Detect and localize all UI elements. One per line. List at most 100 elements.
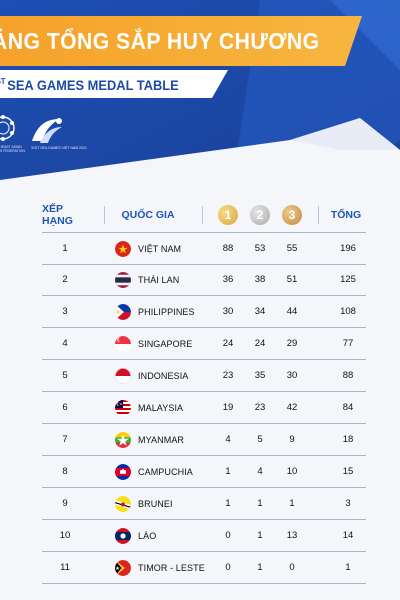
bronze-cell: 44 bbox=[286, 306, 298, 317]
total-cell: 14 bbox=[342, 530, 354, 541]
rank-cell: 8 bbox=[62, 466, 68, 477]
country-cell: VIỆT NAM bbox=[138, 243, 182, 254]
bronze-cell: 9 bbox=[289, 434, 295, 445]
silver-medal-icon: 2 bbox=[250, 205, 270, 225]
asean-games-logo-icon bbox=[0, 115, 15, 141]
header-total: TỔNG bbox=[330, 209, 362, 221]
rank-cell: 11 bbox=[60, 562, 70, 573]
country-cell: INDONESIA bbox=[138, 370, 189, 381]
table-row: 11 TIMOR - LESTE 0 1 0 1 bbox=[42, 552, 366, 584]
table-row: 4 SINGAPORE 24 24 29 77 bbox=[42, 328, 366, 360]
gold-cell: 24 bbox=[222, 338, 234, 349]
rank-cell: 10 bbox=[59, 530, 71, 541]
gold-cell: 0 bbox=[225, 530, 231, 541]
gold-cell: 88 bbox=[222, 243, 234, 254]
asean-logo-text: SOUTHEAST ASIAN GAMES FEDERATION bbox=[0, 145, 25, 153]
country-cell: PHILIPPINES bbox=[138, 306, 195, 317]
country-cell: MALAYSIA bbox=[138, 402, 184, 413]
rank-cell: 5 bbox=[62, 370, 68, 381]
page-subtitle: ST SEA GAMES MEDAL TABLE bbox=[0, 72, 179, 98]
header-background bbox=[0, 0, 400, 200]
table-row: 10 LÀO 0 1 13 14 bbox=[42, 520, 366, 552]
total-cell: 15 bbox=[342, 466, 354, 477]
total-cell: 84 bbox=[342, 402, 354, 413]
vietnam-flag-icon bbox=[115, 240, 131, 257]
sea-games-logo-icon bbox=[32, 118, 62, 143]
total-cell: 88 bbox=[342, 370, 354, 381]
total-cell: 125 bbox=[340, 274, 356, 285]
subtitle-text: SEA GAMES MEDAL TABLE bbox=[7, 77, 179, 93]
total-cell: 77 bbox=[342, 338, 354, 349]
bronze-medal-icon: 3 bbox=[282, 205, 302, 225]
bronze-cell: 10 bbox=[286, 466, 298, 477]
total-cell: 3 bbox=[345, 498, 351, 509]
bronze-cell: 1 bbox=[289, 498, 295, 509]
bronze-cell: 30 bbox=[286, 370, 298, 381]
title-band bbox=[0, 16, 362, 66]
table-row: 9 BRUNEI 1 1 1 3 bbox=[42, 488, 366, 520]
country-cell: MYANMAR bbox=[138, 434, 185, 445]
brunei-flag-icon bbox=[115, 495, 131, 512]
total-cell: 18 bbox=[342, 434, 354, 445]
total-cell: 108 bbox=[340, 306, 356, 317]
country-cell: TIMOR - LESTE bbox=[138, 562, 205, 573]
silver-cell: 53 bbox=[254, 243, 266, 254]
header-divider bbox=[318, 206, 319, 224]
table-row: 2 THÁI LAN 36 38 51 125 bbox=[42, 264, 366, 296]
rank-cell: 6 bbox=[62, 402, 68, 413]
subtitle-ordinal: ST bbox=[0, 76, 6, 86]
table-row: 7 MYANMAR 4 5 9 18 bbox=[42, 424, 366, 456]
table-row: 1 VIỆT NAM 88 53 55 196 bbox=[42, 232, 366, 265]
silver-cell: 4 bbox=[257, 466, 263, 477]
singapore-flag-icon bbox=[115, 335, 131, 352]
header-country: QUỐC GIA bbox=[121, 209, 175, 221]
rank-cell: 4 bbox=[62, 338, 68, 349]
cambodia-flag-icon bbox=[115, 463, 131, 480]
bronze-cell: 0 bbox=[289, 562, 295, 573]
total-cell: 196 bbox=[340, 243, 356, 254]
header-divider bbox=[202, 206, 203, 224]
table-row: 3 PHILIPPINES 30 34 44 108 bbox=[42, 296, 366, 328]
bronze-cell: 42 bbox=[286, 402, 298, 413]
silver-cell: 24 bbox=[254, 338, 266, 349]
table-header: XẾP HẠNG QUỐC GIA 1 2 3 TỔNG bbox=[42, 200, 366, 230]
gold-medal-icon: 1 bbox=[218, 205, 238, 225]
table-row: 8 CAMPUCHIA 1 4 10 15 bbox=[42, 456, 366, 488]
silver-cell: 38 bbox=[254, 274, 266, 285]
gold-cell: 19 bbox=[222, 402, 234, 413]
country-cell: CAMPUCHIA bbox=[138, 466, 193, 477]
bronze-cell: 55 bbox=[286, 243, 298, 254]
gold-cell: 1 bbox=[225, 466, 231, 477]
rank-cell: 9 bbox=[62, 498, 68, 509]
country-cell: THÁI LAN bbox=[138, 274, 180, 285]
silver-cell: 5 bbox=[257, 434, 263, 445]
gold-cell: 0 bbox=[225, 562, 231, 573]
bronze-cell: 13 bbox=[286, 530, 298, 541]
header-rank: XẾP HẠNG bbox=[42, 203, 73, 227]
total-cell: 1 bbox=[345, 562, 351, 573]
silver-cell: 1 bbox=[257, 530, 263, 541]
bronze-cell: 29 bbox=[286, 338, 298, 349]
table-row: 5 INDONESIA 23 35 30 88 bbox=[42, 360, 366, 392]
games-logo-text: 31ST SEA GAMES VIỆT NAM 2021 bbox=[31, 146, 87, 150]
thailand-flag-icon bbox=[115, 271, 131, 288]
silver-cell: 34 bbox=[254, 306, 266, 317]
rank-cell: 2 bbox=[62, 274, 68, 285]
myanmar-flag-icon bbox=[115, 431, 131, 448]
country-cell: SINGAPORE bbox=[138, 338, 193, 349]
gold-cell: 30 bbox=[222, 306, 234, 317]
subtitle-band bbox=[0, 70, 228, 98]
laos-flag-icon bbox=[115, 527, 131, 544]
indonesia-flag-icon bbox=[115, 367, 131, 384]
country-cell: BRUNEI bbox=[138, 498, 173, 509]
rank-cell: 7 bbox=[62, 434, 68, 445]
silver-cell: 1 bbox=[257, 498, 263, 509]
table-row: 6 MALAYSIA 19 23 42 84 bbox=[42, 392, 366, 424]
page-title: ẢNG TỔNG SẮP HUY CHƯƠNG bbox=[0, 27, 320, 54]
silver-cell: 35 bbox=[254, 370, 266, 381]
rank-cell: 1 bbox=[62, 243, 68, 254]
rank-cell: 3 bbox=[62, 306, 68, 317]
header-banner: ẢNG TỔNG SẮP HUY CHƯƠNG ST SEA GAMES MED… bbox=[0, 0, 400, 200]
bronze-cell: 51 bbox=[286, 274, 298, 285]
country-cell: LÀO bbox=[138, 530, 157, 541]
